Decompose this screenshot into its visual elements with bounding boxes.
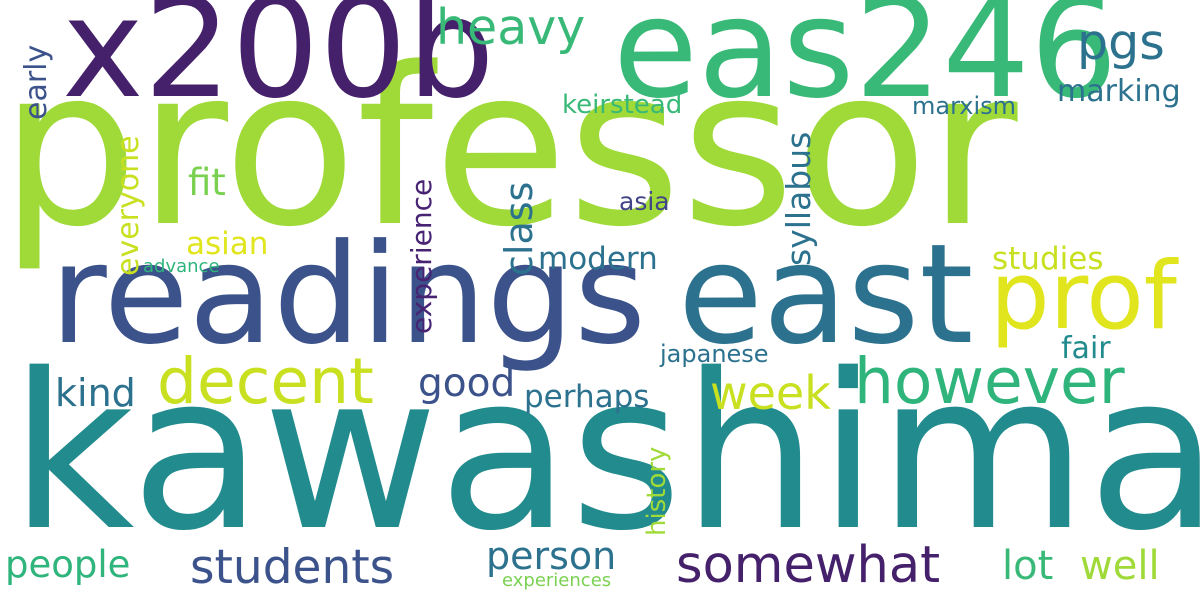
- word-modern: modern: [538, 241, 658, 277]
- word-history: history: [642, 446, 672, 536]
- word-perhaps: perhaps: [524, 379, 650, 415]
- word-early: early: [19, 44, 54, 120]
- word-asia: asia: [619, 187, 670, 216]
- word-people: people: [5, 543, 131, 586]
- word-lot: lot: [1002, 543, 1054, 589]
- word-decent: decent: [157, 345, 374, 418]
- word-keirstead: keirstead: [562, 90, 683, 120]
- word-experience: experience: [405, 178, 438, 334]
- word-east: east: [678, 214, 974, 375]
- word-somewhat: somewhat: [676, 536, 941, 595]
- word-syllabus: syllabus: [779, 131, 818, 266]
- word-studies: studies: [992, 241, 1104, 277]
- word-japanese: japanese: [660, 340, 769, 368]
- word-eas246: eas246: [613, 0, 1118, 129]
- word-marking: marking: [1057, 74, 1181, 109]
- word-kind: kind: [55, 371, 136, 415]
- word-professor: professor: [0, 22, 1018, 275]
- word-pgs: pgs: [1077, 14, 1165, 71]
- word-advance: advance: [143, 256, 220, 277]
- word-kawashima: kawashima: [10, 327, 1200, 578]
- word-however: however: [854, 345, 1125, 418]
- word-fair: fair: [1061, 331, 1111, 366]
- word-readings: readings: [50, 214, 647, 375]
- word-x200b: x200b: [62, 0, 495, 129]
- word-person: person: [486, 534, 617, 578]
- word-prof: prof: [990, 242, 1177, 351]
- word-marxism: marxism: [912, 92, 1017, 120]
- word-fit: fit: [188, 161, 226, 204]
- word-students: students: [190, 540, 395, 595]
- word-everyone: everyone: [111, 135, 146, 276]
- word-experiences: experiences: [502, 570, 612, 591]
- word-heavy: heavy: [436, 0, 586, 56]
- word-class: class: [497, 181, 541, 276]
- word-well: well: [1080, 543, 1160, 589]
- word-asian: asian: [186, 226, 269, 262]
- word-good: good: [418, 361, 516, 406]
- word-week: week: [710, 366, 831, 420]
